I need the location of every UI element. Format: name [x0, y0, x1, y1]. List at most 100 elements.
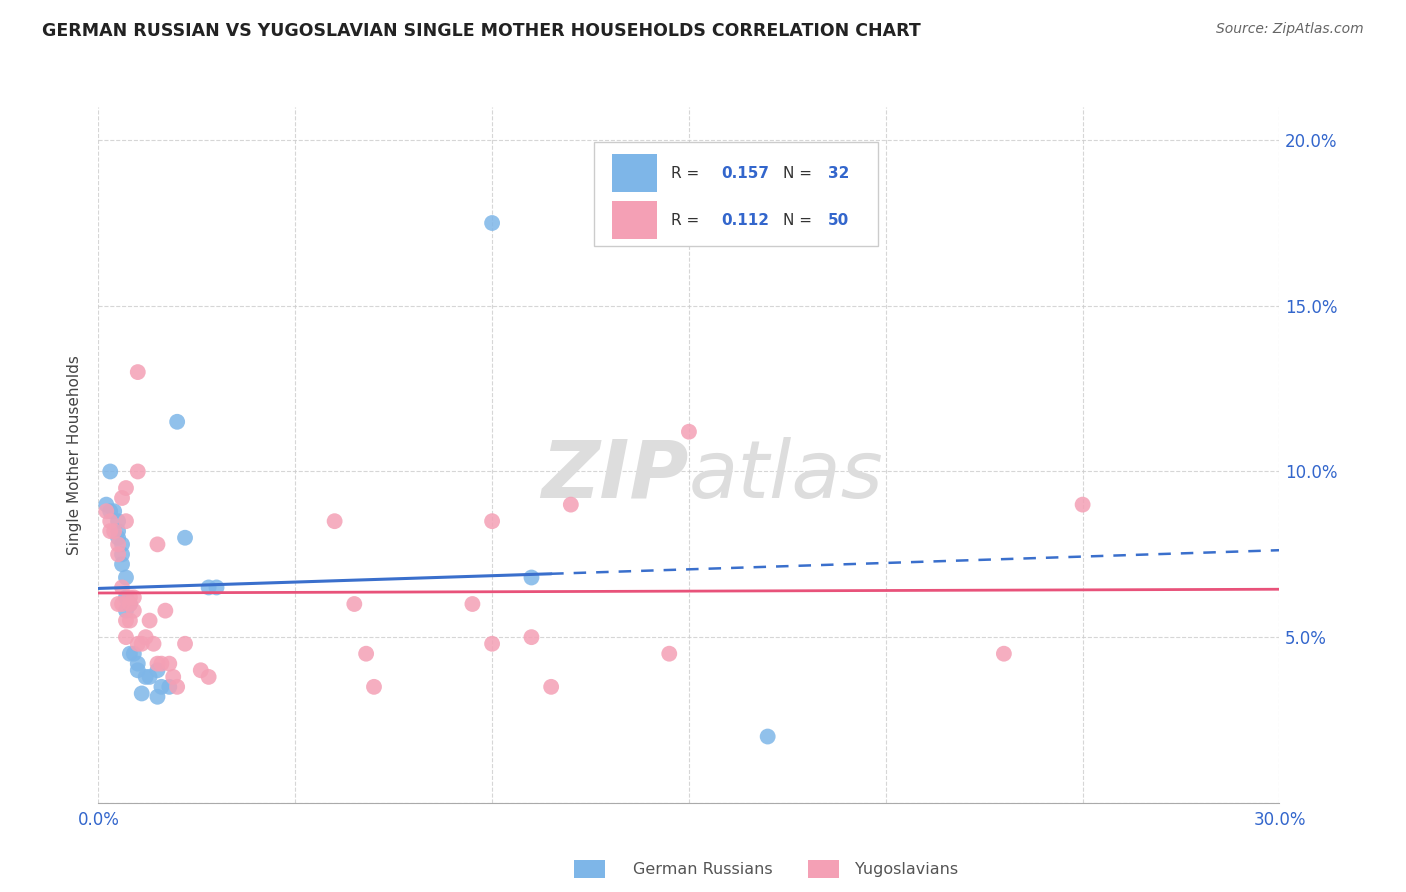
Point: [96, 498, 118, 512]
Point: [162, 670, 184, 684]
Point: [107, 547, 129, 561]
Point: [127, 465, 149, 479]
Point: [127, 637, 149, 651]
Point: [323, 514, 346, 528]
Text: atlas: atlas: [689, 437, 884, 515]
Point: [115, 570, 138, 584]
Point: [363, 680, 385, 694]
Point: [205, 581, 228, 595]
Point: [150, 680, 173, 694]
Point: [118, 614, 141, 628]
Point: [135, 630, 157, 644]
Point: [560, 498, 582, 512]
Point: [520, 630, 543, 644]
Point: [135, 670, 157, 684]
Point: [150, 657, 173, 671]
Point: [115, 481, 138, 495]
Point: [658, 647, 681, 661]
Point: [98, 514, 121, 528]
Point: [122, 647, 145, 661]
Point: [190, 663, 212, 677]
Point: [166, 415, 188, 429]
Text: R =: R =: [671, 166, 704, 181]
Point: [111, 491, 134, 505]
Point: [115, 514, 138, 528]
Y-axis label: Single Mother Households: Single Mother Households: [67, 355, 83, 555]
Text: ZIP: ZIP: [541, 437, 689, 515]
Point: [103, 524, 125, 538]
Point: [118, 597, 141, 611]
Point: [118, 591, 141, 605]
Point: [115, 604, 138, 618]
Point: [146, 663, 169, 677]
Point: [138, 670, 160, 684]
Point: [131, 637, 153, 651]
Point: [155, 604, 177, 618]
Point: [107, 524, 129, 538]
Point: [174, 637, 197, 651]
Point: [520, 570, 543, 584]
Point: [146, 537, 169, 551]
Point: [127, 365, 149, 379]
Point: [481, 216, 503, 230]
Point: [107, 514, 129, 528]
Point: [481, 514, 503, 528]
Text: N =: N =: [783, 212, 817, 227]
Point: [98, 524, 121, 538]
FancyBboxPatch shape: [595, 142, 877, 246]
Point: [197, 581, 219, 595]
Point: [138, 614, 160, 628]
Text: Source: ZipAtlas.com: Source: ZipAtlas.com: [1216, 22, 1364, 37]
FancyBboxPatch shape: [612, 201, 657, 239]
Point: [111, 547, 134, 561]
Point: [111, 581, 134, 595]
FancyBboxPatch shape: [612, 154, 657, 193]
Point: [98, 465, 121, 479]
Point: [115, 614, 138, 628]
Point: [481, 637, 503, 651]
Point: [98, 504, 121, 518]
Point: [118, 647, 141, 661]
Point: [540, 680, 562, 694]
Text: 32: 32: [828, 166, 849, 181]
Point: [127, 663, 149, 677]
Point: [354, 647, 377, 661]
Point: [166, 680, 188, 694]
Point: [107, 597, 129, 611]
Point: [146, 657, 169, 671]
Point: [1071, 498, 1094, 512]
Point: [131, 686, 153, 700]
Point: [197, 670, 219, 684]
Point: [127, 657, 149, 671]
Point: [107, 531, 129, 545]
Point: [756, 730, 779, 744]
Text: Yugoslavians: Yugoslavians: [855, 863, 959, 877]
Text: 0.157: 0.157: [721, 166, 769, 181]
Point: [157, 680, 180, 694]
Point: [115, 591, 138, 605]
Point: [678, 425, 700, 439]
Point: [96, 504, 118, 518]
Text: 50: 50: [828, 212, 849, 227]
Point: [157, 657, 180, 671]
Point: [343, 597, 366, 611]
Point: [122, 591, 145, 605]
Point: [111, 597, 134, 611]
Text: R =: R =: [671, 212, 704, 227]
Point: [174, 531, 197, 545]
Text: GERMAN RUSSIAN VS YUGOSLAVIAN SINGLE MOTHER HOUSEHOLDS CORRELATION CHART: GERMAN RUSSIAN VS YUGOSLAVIAN SINGLE MOT…: [42, 22, 921, 40]
Point: [111, 558, 134, 572]
Point: [142, 637, 165, 651]
Point: [103, 504, 125, 518]
Point: [461, 597, 484, 611]
Point: [111, 537, 134, 551]
Point: [107, 537, 129, 551]
Text: N =: N =: [783, 166, 817, 181]
Text: German Russians: German Russians: [633, 863, 773, 877]
Point: [118, 597, 141, 611]
Point: [993, 647, 1015, 661]
Point: [146, 690, 169, 704]
Text: 0.112: 0.112: [721, 212, 769, 227]
Point: [115, 630, 138, 644]
Point: [122, 604, 145, 618]
